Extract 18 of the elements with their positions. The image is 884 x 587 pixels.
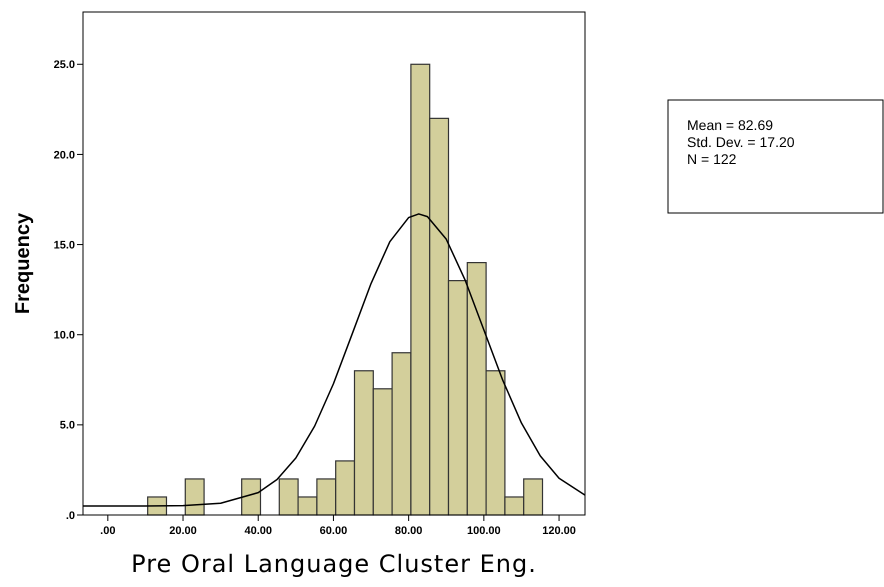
x-tick-label: 40.00 [244,525,272,537]
y-tick-label: 15.0 [54,239,75,252]
y-tick-label: .0 [66,510,75,522]
x-tick-label: 120.00 [542,525,576,537]
x-tick-label: 100.00 [467,525,501,537]
text: Mean = 82.69 [687,117,774,133]
y-tick-label: 5.0 [60,420,75,432]
x-axis-title: Pre Oral Language Cluster Eng. [131,550,537,578]
y-tick-label: 20.0 [54,149,75,162]
text: Std. Dev. = 17.20 [687,134,795,150]
x-tick-label: 80.00 [394,525,422,537]
text: N = 122 [687,151,737,167]
x-tick-label: 60.00 [320,525,348,537]
y-tick-label: 10.0 [54,330,75,342]
x-tick-label: 20.00 [169,525,197,537]
x-tick-label: .00 [100,525,116,537]
y-axis-title: Frequency [12,212,34,314]
y-tick-label: 25.0 [54,59,75,72]
